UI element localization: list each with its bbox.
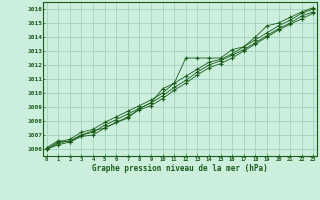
X-axis label: Graphe pression niveau de la mer (hPa): Graphe pression niveau de la mer (hPa) xyxy=(92,164,268,173)
